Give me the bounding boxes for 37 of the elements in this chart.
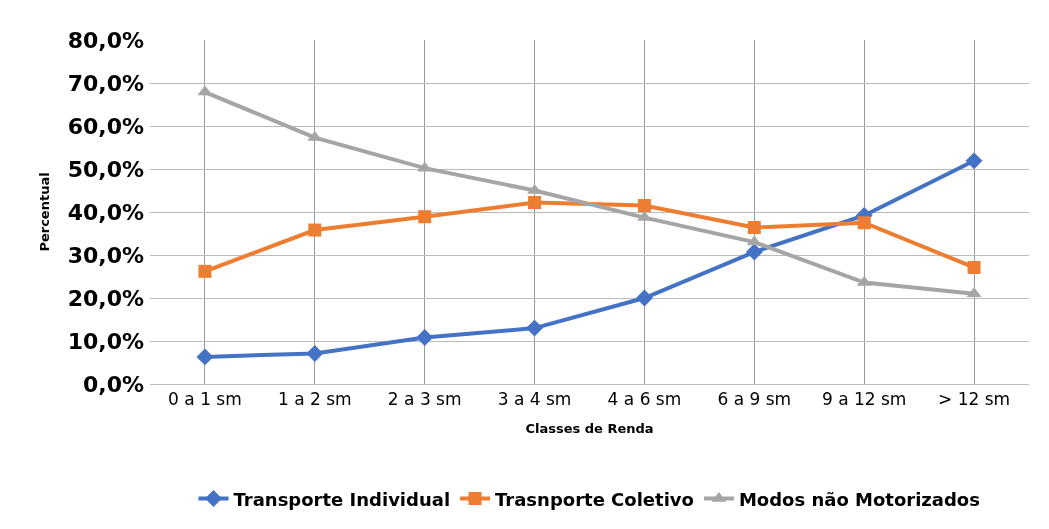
point — [526, 319, 544, 337]
y-tick-label: 40,0% — [67, 199, 144, 225]
y-axis-title: Percentual — [36, 172, 52, 252]
x-axis-title: Classes de Renda — [525, 421, 654, 436]
x-tick-label: 9 a 12 sm — [821, 389, 907, 410]
point — [745, 243, 763, 261]
x-tick-label: 1 a 2 sm — [277, 389, 352, 410]
point — [418, 210, 432, 224]
y-tick-label: 20,0% — [67, 285, 144, 311]
x-tick-label: 3 a 4 sm — [497, 389, 572, 410]
legend-label: Modos não Motorizados — [738, 488, 980, 510]
point — [965, 152, 983, 170]
y-tick-label: 70,0% — [67, 70, 144, 96]
point — [967, 260, 981, 274]
y-tick-label: 50,0% — [67, 156, 144, 182]
y-tick-label: 30,0% — [67, 242, 144, 268]
point — [308, 223, 322, 237]
point — [857, 216, 871, 230]
x-tick-label: 2 a 3 sm — [387, 389, 462, 410]
y-tick-label: 0,0% — [82, 371, 144, 397]
point — [635, 289, 653, 307]
point — [196, 348, 214, 366]
y-tick-label: 80,0% — [67, 27, 144, 53]
point — [198, 264, 212, 278]
x-tick-label: > 12 sm — [938, 389, 1011, 410]
legend-label: Transporte Individual — [233, 488, 451, 510]
point — [416, 329, 434, 347]
x-tick-label: 4 a 6 sm — [607, 389, 682, 410]
point — [528, 196, 542, 210]
point — [306, 345, 324, 362]
y-tick-label: 10,0% — [67, 328, 144, 354]
x-tick-label: 6 a 9 sm — [717, 389, 792, 410]
y-tick-label: 60,0% — [67, 113, 144, 139]
point — [637, 199, 651, 213]
legend-label: Trasnporte Coletivo — [495, 488, 694, 510]
point — [747, 220, 761, 234]
x-tick-label: 0 a 1 sm — [168, 389, 242, 410]
